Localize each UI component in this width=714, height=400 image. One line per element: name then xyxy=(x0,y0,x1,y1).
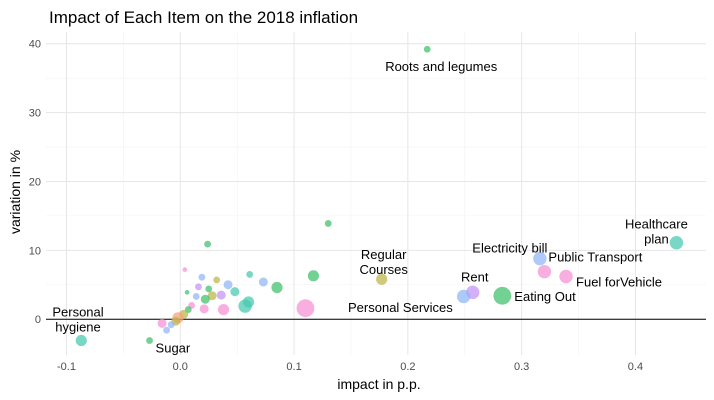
data-point xyxy=(75,334,87,347)
point-label: Fuel forVehicle xyxy=(576,274,662,289)
data-point xyxy=(223,280,233,290)
data-point xyxy=(205,285,213,293)
data-point xyxy=(198,273,206,281)
point-label: Personal Services xyxy=(348,300,453,315)
data-point xyxy=(230,287,240,297)
data-point xyxy=(258,277,268,287)
data-point xyxy=(423,45,431,53)
data-point xyxy=(167,321,175,329)
point-label-line: plan xyxy=(644,232,669,247)
data-point xyxy=(493,286,512,305)
data-point xyxy=(376,273,388,285)
data-point xyxy=(238,299,252,313)
data-point xyxy=(163,326,171,334)
data-point xyxy=(296,299,315,318)
point-label-line: Courses xyxy=(359,262,408,277)
point-label: Personal hygiene xyxy=(52,305,103,335)
point-label-line: hygiene xyxy=(55,320,101,335)
point-label: Regular Courses xyxy=(359,247,408,277)
x-tick-labels: -0.1 0.0 0.1 0.2 0.3 0.4 xyxy=(57,361,643,373)
points-layer xyxy=(75,45,684,347)
data-point xyxy=(456,289,471,304)
data-point xyxy=(213,276,221,284)
y-axis-title: variation in % xyxy=(7,150,23,234)
data-point xyxy=(669,236,684,250)
x-tick-label: 0.3 xyxy=(514,361,529,373)
point-label: Electricity bill xyxy=(472,241,547,256)
point-label: Sugar xyxy=(156,341,191,356)
point-label: Rent xyxy=(461,269,489,284)
data-point xyxy=(146,337,153,344)
x-tick-label: 0.1 xyxy=(286,361,301,373)
data-point xyxy=(271,281,283,294)
data-point xyxy=(217,303,230,316)
x-tick-label: 0.2 xyxy=(400,361,415,373)
data-point xyxy=(182,267,188,272)
grid-layer xyxy=(46,32,706,355)
x-tick-label: 0.0 xyxy=(173,361,188,373)
data-point xyxy=(184,290,190,295)
data-point xyxy=(200,294,210,304)
x-tick-label: -0.1 xyxy=(57,361,76,373)
data-point xyxy=(307,270,320,282)
y-tick-label: 40 xyxy=(29,39,41,51)
data-point xyxy=(207,291,217,301)
data-point xyxy=(559,269,573,284)
data-point xyxy=(204,240,211,248)
y-tick-label: 10 xyxy=(29,245,41,257)
point-label: Healthcare plan xyxy=(625,217,688,247)
point-label: Roots and legumes xyxy=(385,59,498,74)
y-tick-label: 30 xyxy=(29,108,41,120)
data-point xyxy=(537,264,552,279)
point-label-line: Regular xyxy=(361,247,407,262)
data-point xyxy=(157,318,167,328)
data-point xyxy=(192,293,200,300)
y-tick-label: 0 xyxy=(35,314,41,326)
data-point xyxy=(533,251,547,266)
y-tick-label: 20 xyxy=(29,176,41,188)
data-point xyxy=(324,220,332,227)
data-point xyxy=(195,283,202,291)
chart-title: Impact of Each Item on the 2018 inflatio… xyxy=(49,8,358,27)
point-labels-layer: Roots and legumes Healthcare plan Electrici… xyxy=(52,59,688,355)
point-label: Public Transport xyxy=(548,250,642,265)
point-label-line: Personal xyxy=(52,305,103,320)
x-tick-label: 0.4 xyxy=(628,361,643,373)
x-axis-title: impact in p.p. xyxy=(337,376,420,392)
data-point xyxy=(199,304,209,314)
point-label: Eating Out xyxy=(514,289,576,304)
y-tick-labels: 0 10 20 30 40 xyxy=(29,39,41,326)
data-point xyxy=(246,271,254,278)
data-point xyxy=(216,290,226,300)
point-label-line: Healthcare xyxy=(625,217,688,232)
